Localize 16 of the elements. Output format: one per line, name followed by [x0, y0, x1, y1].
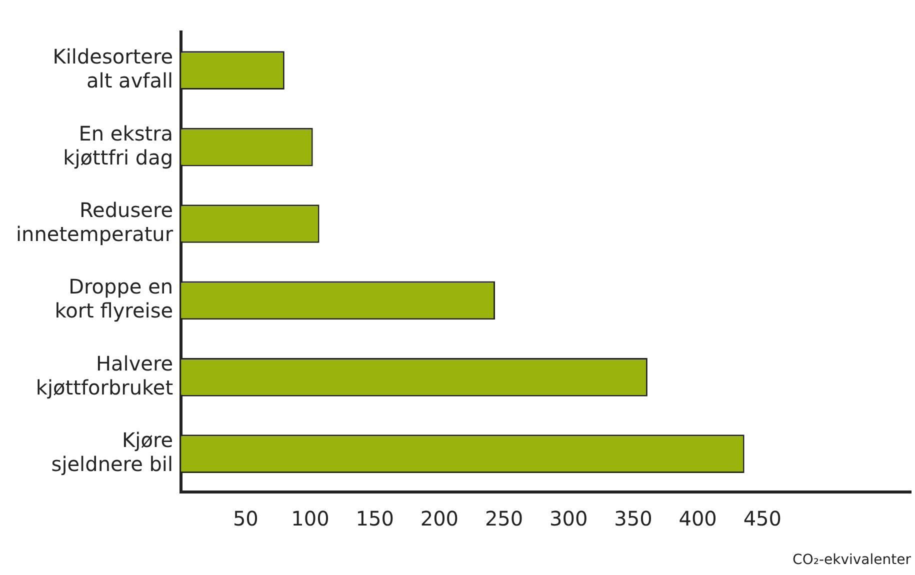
y-tick-label: En ekstra kjøttfri dag	[63, 121, 174, 170]
x-tick-label: 100	[291, 506, 330, 530]
x-tick-label: 50	[232, 506, 258, 530]
y-tick-label: Kjøre sjeldnere bil	[51, 428, 174, 476]
y-tick-label: Droppe en kort flyreise	[54, 274, 174, 323]
x-tick-label: 300	[550, 506, 588, 530]
y-tick-label: Kildesortere alt avfall	[52, 44, 174, 93]
x-tick-label: 400	[678, 506, 717, 530]
x-tick-label: 450	[743, 506, 782, 530]
x-tick-label: 150	[356, 506, 394, 530]
y-tick-label: Halvere kjøttforbruket	[36, 351, 174, 400]
x-tick-label: 250	[484, 506, 524, 530]
x-tick-label: 350	[614, 506, 652, 530]
x-axis-title: CO₂-ekvivalenter	[792, 552, 912, 568]
x-tick-label: 200	[420, 506, 459, 530]
y-tick-label: Redusere innetemperatur	[16, 198, 174, 246]
